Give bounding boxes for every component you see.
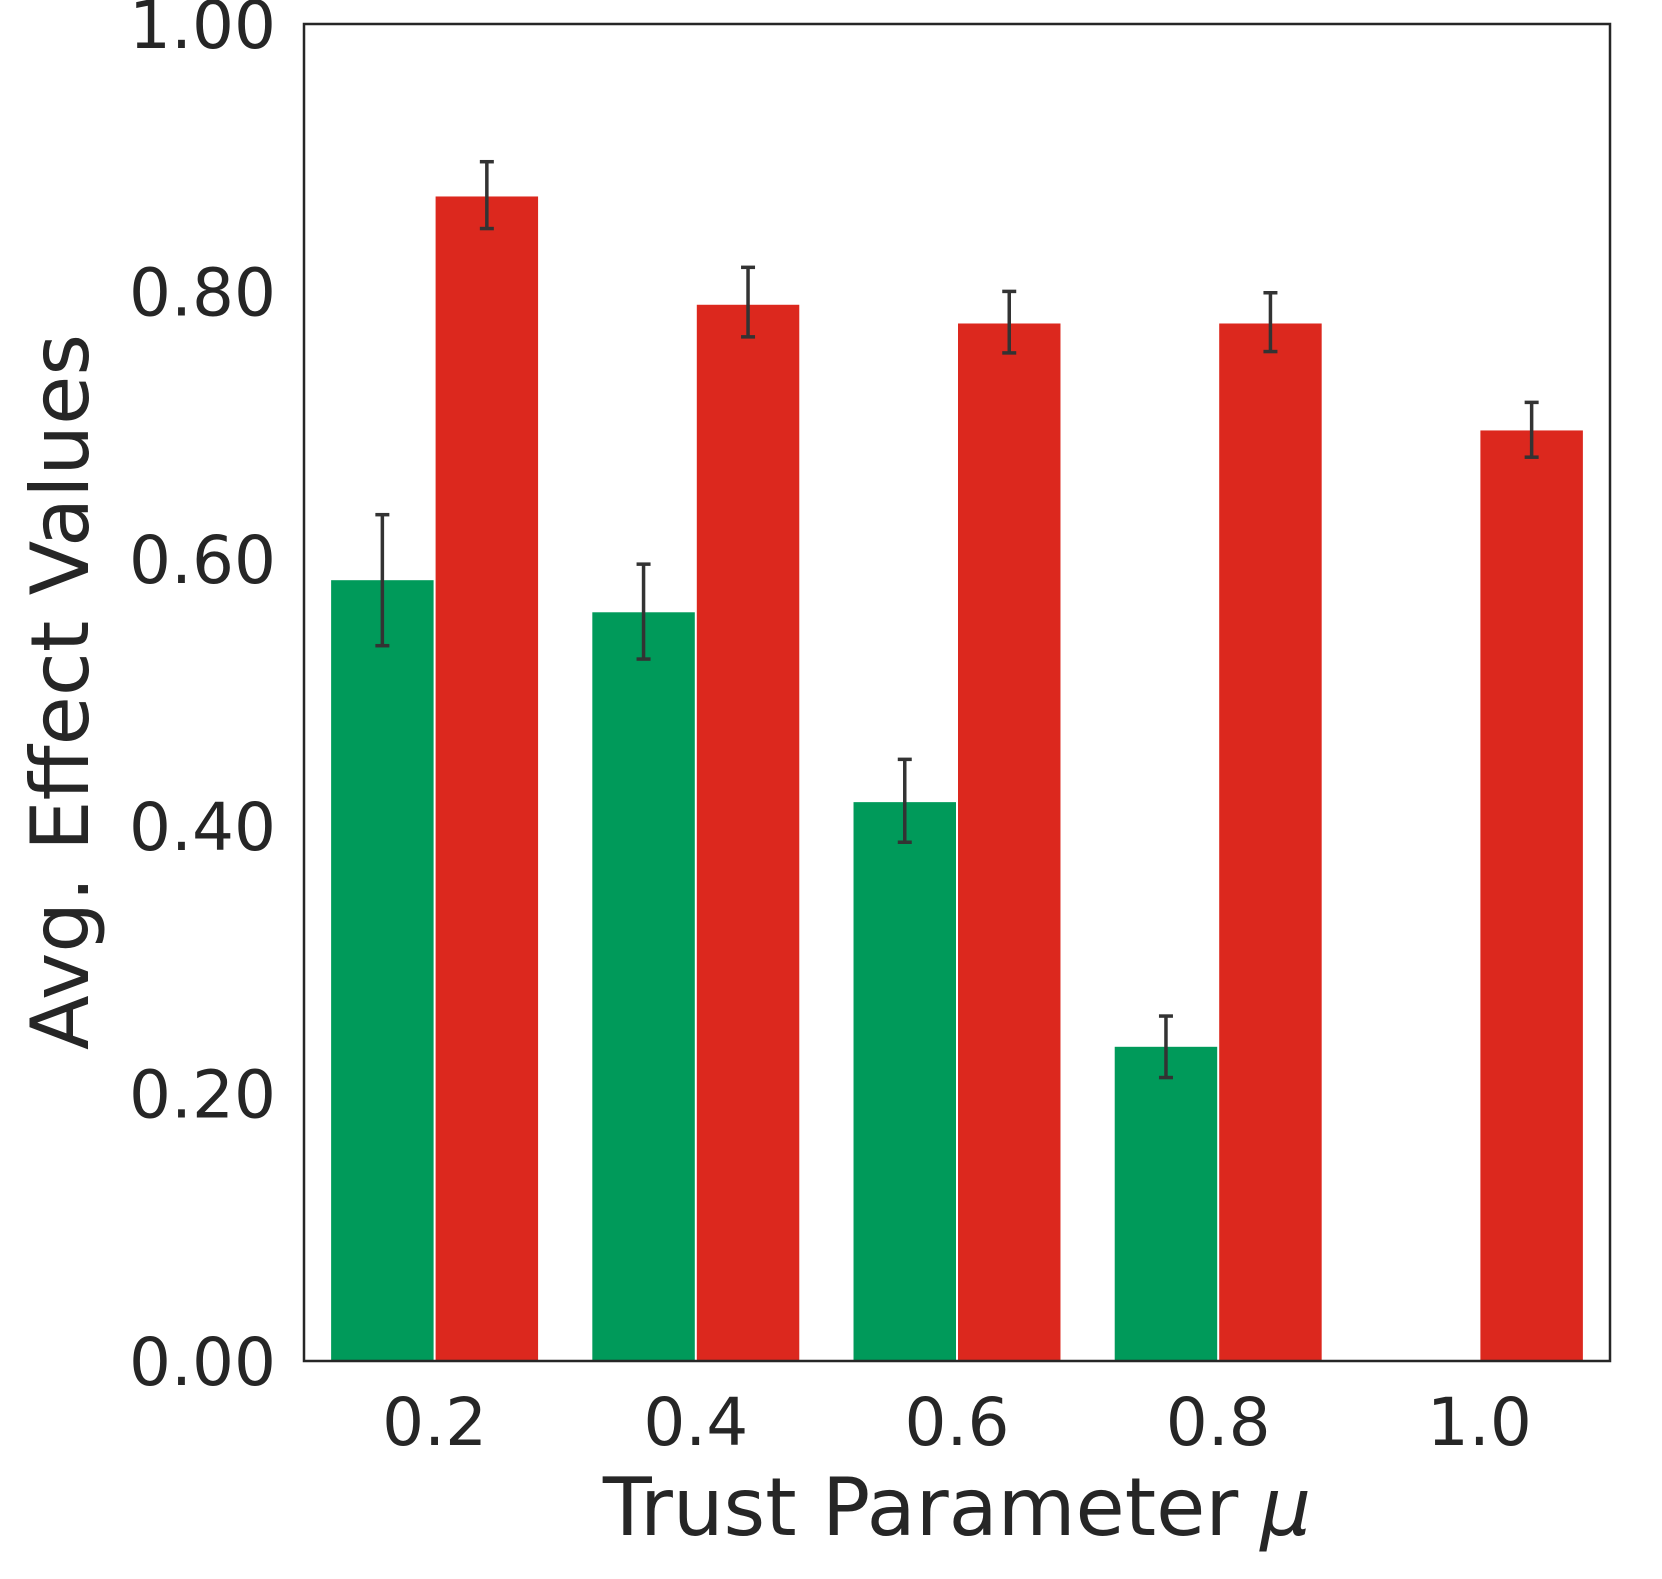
bar-series1-0.2 [331, 580, 434, 1361]
error-bar-series1-0.2 [375, 512, 390, 648]
bar-series2-0.6 [958, 323, 1061, 1361]
bar-series2-0.2 [435, 196, 539, 1361]
error-bar-series2-0.8 [1263, 290, 1278, 354]
y-tick-label: 0.60 [129, 522, 276, 599]
plot-frame [302, 22, 1612, 1363]
error-bar-series2-0.4 [741, 265, 756, 339]
y-axis-label: Avg. Effect Values [14, 334, 107, 1050]
x-tick-labels: 0.2 0.4 0.6 0.8 1.0 [382, 1384, 1532, 1461]
error-bar-series2-0.6 [1002, 289, 1017, 355]
x-tick-label: 1.0 [1427, 1384, 1532, 1461]
x-tick-label: 0.6 [905, 1384, 1010, 1461]
x-axis-label-symbol: μ [1258, 1461, 1311, 1554]
y-tick-label: 0.20 [129, 1057, 276, 1134]
error-bar-series1-0.8 [1158, 1014, 1173, 1080]
x-axis-label-text: Trust Parameter [602, 1461, 1239, 1554]
error-bar-series2-1.0 [1524, 400, 1539, 459]
bar-series1-0.6 [853, 802, 956, 1361]
bar-series2-1.0 [1480, 430, 1583, 1361]
bar-series1-0.4 [592, 612, 695, 1361]
error-bar-series2-0.2 [479, 159, 494, 231]
bar-series1-0.8 [1114, 1046, 1218, 1361]
x-axis-label: Trust Parameter μ [602, 1461, 1311, 1554]
y-tick-label: 1.00 [129, 0, 276, 64]
y-tick-label: 0.00 [129, 1324, 276, 1401]
y-tick-label: 0.80 [129, 254, 276, 331]
x-tick-label: 0.8 [1166, 1384, 1271, 1461]
bar-series2-0.4 [696, 304, 800, 1361]
error-bar-series1-0.6 [897, 757, 912, 844]
error-bars-layer [375, 159, 1539, 1080]
error-bar-series1-0.4 [636, 562, 651, 661]
bar-series2-0.8 [1219, 323, 1322, 1361]
x-tick-label: 0.4 [643, 1384, 748, 1461]
y-tick-labels: 0.00 0.20 0.40 0.60 0.80 1.00 [129, 0, 276, 1401]
bars-layer [331, 196, 1583, 1361]
y-tick-label: 0.40 [129, 789, 276, 866]
x-tick-label: 0.2 [382, 1384, 487, 1461]
